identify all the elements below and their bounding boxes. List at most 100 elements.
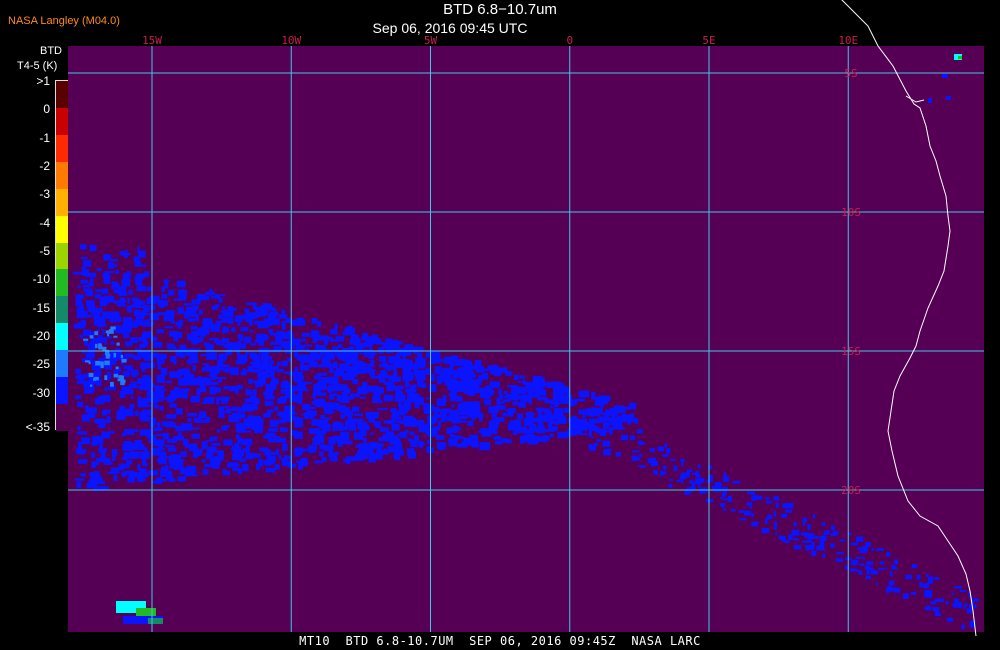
cloud-pixel	[958, 56, 962, 59]
cloud-pixel	[281, 360, 288, 367]
cloud-pixel	[495, 405, 506, 410]
cloud-pixel	[290, 319, 302, 326]
cloud-pixel	[177, 369, 182, 377]
cloud-pixel	[257, 370, 269, 379]
cloud-pixel	[969, 620, 976, 627]
cloud-pixel	[469, 434, 478, 443]
cloud-pixel	[378, 399, 383, 404]
cloud-pixel	[691, 472, 696, 475]
cloud-pixel	[268, 428, 278, 432]
cloud-pixel	[922, 583, 930, 589]
cloud-pixel	[749, 506, 753, 509]
cloud-pixel	[166, 421, 174, 428]
cloud-pixel	[80, 473, 86, 477]
cloud-pixel	[106, 371, 112, 380]
cloud-pixel	[84, 373, 92, 379]
cloud-pixel	[208, 338, 215, 341]
cloud-pixel	[191, 330, 199, 339]
cloud-pixel	[257, 313, 267, 317]
cloud-pixel	[968, 592, 971, 597]
cloud-pixel	[143, 340, 149, 347]
cloud-pixel	[157, 300, 169, 306]
cloud-pixel	[488, 424, 499, 427]
cloud-pixel	[100, 361, 104, 366]
cloud-pixel	[523, 436, 528, 441]
cloud-pixel	[130, 454, 135, 460]
cloud-pixel	[402, 374, 412, 381]
cloud-pixel	[228, 386, 239, 392]
cloud-pixel	[173, 336, 179, 342]
cloud-pixel	[405, 400, 413, 403]
cloud-pixel	[149, 397, 160, 402]
cloud-pixel	[284, 371, 294, 374]
cloud-pixel	[751, 521, 758, 527]
cloud-pixel	[974, 598, 979, 602]
cloud-pixel	[616, 415, 623, 421]
cloud-pixel	[315, 345, 326, 353]
cloud-pixel	[262, 359, 269, 363]
cloud-pixel	[140, 419, 149, 422]
cloud-pixel	[571, 415, 577, 423]
cloud-pixel	[839, 539, 846, 542]
cloud-pixel	[531, 417, 539, 423]
cloud-pixel	[464, 388, 475, 395]
cloud-pixel	[800, 532, 809, 536]
cloud-pixel	[582, 409, 587, 412]
cloud-pixel	[660, 470, 663, 477]
cloud-pixel	[414, 435, 419, 442]
cloud-pixel	[177, 307, 184, 314]
cloud-pixel	[102, 346, 107, 351]
cloud-pixel	[368, 452, 375, 457]
cloud-pixel	[785, 503, 794, 509]
cloud-pixel	[144, 383, 155, 388]
credit-label: NASA Langley (M04.0)	[8, 15, 120, 27]
cloud-pixel	[555, 422, 559, 426]
cloud-pixel	[104, 375, 108, 380]
cloud-pixel	[338, 355, 346, 360]
cloud-pixel	[383, 420, 395, 424]
cloud-pixel	[213, 389, 220, 392]
cloud-pixel	[192, 455, 198, 459]
cloud-pixel	[766, 500, 772, 504]
cloud-pixel	[397, 433, 407, 436]
cloud-pixel	[186, 372, 191, 380]
cloud-pixel	[298, 319, 306, 326]
cloud-pixel	[381, 358, 386, 363]
cloud-pixel	[475, 410, 481, 418]
cloud-pixel	[620, 434, 629, 441]
cloud-pixel	[336, 367, 341, 374]
cloud-pixel	[559, 431, 569, 439]
cloud-pixel	[313, 384, 317, 391]
cloud-pixel	[150, 336, 158, 342]
cloud-pixel	[116, 415, 126, 421]
cloud-pixel	[129, 442, 135, 451]
cloud-pixel	[574, 398, 585, 402]
colorbar-tick-label: -10	[32, 272, 50, 287]
cloud-pixel	[471, 417, 476, 421]
cloud-pixel	[187, 412, 197, 417]
cloud-pixel	[186, 466, 196, 471]
cloud-pixel	[175, 425, 185, 432]
cloud-pixel	[100, 304, 108, 307]
cloud-pixel	[411, 397, 417, 403]
cloud-pixel	[347, 413, 353, 420]
cloud-pixel	[116, 410, 123, 418]
cloud-pixel	[761, 528, 769, 534]
cloud-pixel	[280, 388, 291, 394]
cloud-pixel	[257, 418, 264, 426]
cloud-pixel	[512, 401, 518, 406]
cloud-pixel	[221, 364, 230, 368]
cloud-pixel	[270, 333, 278, 336]
cloud-pixel	[596, 411, 601, 415]
cloud-pixel	[138, 337, 148, 342]
cloud-pixel	[227, 306, 233, 314]
cloud-pixel	[164, 280, 169, 289]
cloud-pixel	[433, 350, 441, 356]
cloud-pixel	[592, 411, 595, 414]
cloud-pixel	[340, 414, 346, 419]
cloud-pixel	[364, 351, 373, 356]
cloud-pixel	[605, 430, 612, 433]
cloud-pixel	[402, 402, 406, 408]
cloud-pixel	[222, 328, 230, 332]
cloud-pixel	[732, 480, 741, 484]
